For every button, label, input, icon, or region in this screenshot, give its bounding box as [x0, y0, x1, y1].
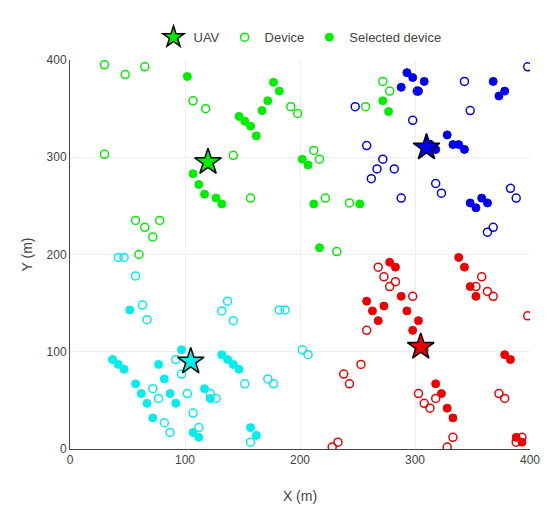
svg-text:400: 400 [520, 453, 540, 467]
svg-text:UAV: UAV [194, 30, 220, 45]
svg-text:0: 0 [60, 442, 67, 456]
svg-text:Y (m): Y (m) [19, 238, 35, 272]
svg-text:400: 400 [47, 53, 67, 67]
svg-text:200: 200 [47, 248, 67, 262]
svg-text:300: 300 [47, 150, 67, 164]
svg-text:100: 100 [47, 345, 67, 359]
svg-text:100: 100 [175, 453, 195, 467]
svg-text:Selected device: Selected device [349, 30, 441, 45]
svg-text:Device: Device [265, 30, 305, 45]
svg-text:300: 300 [405, 453, 425, 467]
svg-text:0: 0 [67, 453, 74, 467]
svg-text:200: 200 [290, 453, 310, 467]
svg-text:X (m): X (m) [283, 488, 317, 504]
